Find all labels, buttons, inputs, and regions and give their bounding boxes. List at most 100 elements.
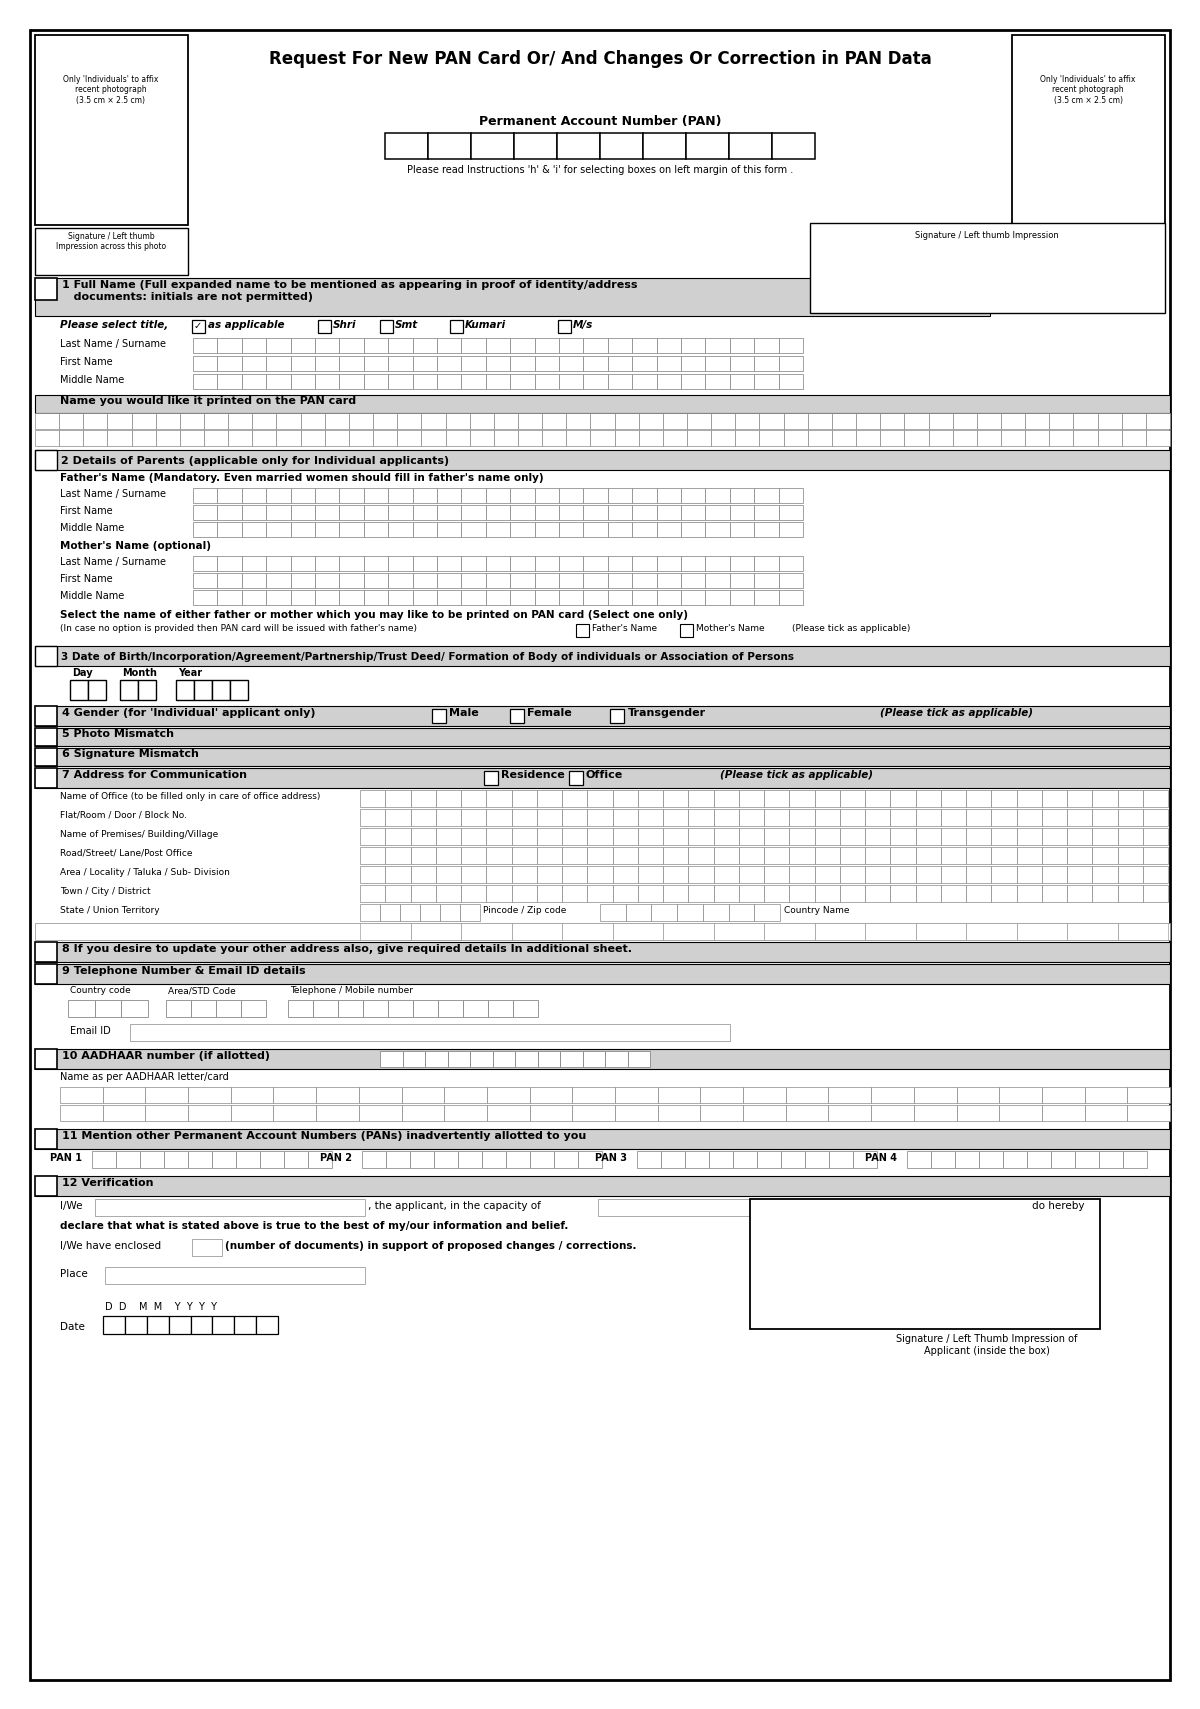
Bar: [386, 1150, 410, 1167]
Bar: [590, 414, 614, 429]
Bar: [706, 573, 730, 588]
Bar: [815, 827, 840, 844]
Bar: [389, 521, 413, 537]
Bar: [35, 964, 58, 984]
Bar: [865, 866, 890, 884]
Bar: [712, 414, 736, 429]
Bar: [35, 1176, 58, 1196]
Bar: [536, 827, 562, 844]
Bar: [739, 827, 764, 844]
Bar: [607, 504, 632, 520]
Bar: [484, 771, 498, 784]
Bar: [461, 338, 486, 354]
Bar: [362, 1150, 386, 1167]
Bar: [461, 885, 486, 902]
Bar: [436, 848, 461, 865]
Bar: [755, 904, 780, 921]
Bar: [290, 338, 314, 354]
Bar: [682, 590, 706, 605]
Bar: [559, 573, 583, 588]
Bar: [511, 808, 536, 825]
Bar: [461, 923, 511, 940]
Bar: [132, 414, 156, 429]
Bar: [242, 504, 266, 520]
Bar: [284, 1150, 308, 1167]
Bar: [637, 866, 662, 884]
Bar: [193, 489, 217, 502]
Bar: [1067, 827, 1092, 844]
Bar: [188, 1087, 230, 1102]
Bar: [559, 590, 583, 605]
Bar: [662, 866, 689, 884]
Bar: [364, 355, 388, 371]
Bar: [421, 431, 445, 446]
Bar: [1092, 827, 1117, 844]
Bar: [288, 1000, 313, 1017]
Bar: [413, 521, 437, 537]
Bar: [234, 1316, 256, 1335]
Text: Only 'Individuals' to affix
recent photograph
(3.5 cm × 2.5 cm): Only 'Individuals' to affix recent photo…: [1040, 75, 1135, 104]
Bar: [274, 1106, 316, 1121]
Bar: [779, 355, 803, 371]
Bar: [486, 489, 510, 502]
Bar: [1042, 808, 1067, 825]
Bar: [562, 827, 587, 844]
Bar: [428, 133, 470, 159]
Bar: [1003, 1150, 1027, 1167]
Bar: [266, 374, 290, 390]
Bar: [410, 827, 436, 844]
Bar: [314, 521, 340, 537]
Text: Place: Place: [60, 1270, 88, 1278]
Bar: [402, 1051, 425, 1066]
Bar: [554, 1150, 578, 1167]
Text: I/We: I/We: [60, 1201, 83, 1212]
Bar: [385, 866, 410, 884]
Bar: [511, 790, 536, 807]
Bar: [865, 885, 890, 902]
Text: Permanent Account Number (PAN): Permanent Account Number (PAN): [479, 115, 721, 128]
Bar: [815, 923, 865, 940]
Bar: [786, 1087, 828, 1102]
Bar: [808, 414, 832, 429]
Bar: [856, 431, 881, 446]
Bar: [389, 355, 413, 371]
Bar: [1117, 808, 1142, 825]
Bar: [637, 848, 662, 865]
Bar: [706, 489, 730, 502]
Bar: [682, 573, 706, 588]
Bar: [637, 1150, 661, 1167]
Bar: [815, 866, 840, 884]
Bar: [572, 1106, 616, 1121]
Bar: [714, 866, 739, 884]
Bar: [764, 790, 790, 807]
Text: State / Union Territory: State / Union Territory: [60, 906, 160, 914]
Bar: [212, 1316, 234, 1335]
Bar: [436, 866, 461, 884]
Bar: [916, 848, 941, 865]
Bar: [180, 431, 204, 446]
Bar: [402, 1087, 444, 1102]
Bar: [607, 590, 632, 605]
Bar: [437, 489, 461, 502]
Bar: [437, 504, 461, 520]
Bar: [385, 790, 410, 807]
Bar: [340, 573, 364, 588]
Bar: [966, 827, 991, 844]
Bar: [463, 1000, 488, 1017]
Bar: [559, 504, 583, 520]
Bar: [515, 1051, 538, 1066]
Bar: [1042, 1106, 1085, 1121]
Bar: [662, 923, 714, 940]
Bar: [1117, 790, 1142, 807]
Bar: [188, 1150, 212, 1167]
Bar: [437, 338, 461, 354]
Bar: [815, 848, 840, 865]
Bar: [380, 904, 400, 921]
Bar: [656, 590, 680, 605]
Bar: [701, 1106, 743, 1121]
Bar: [274, 1087, 316, 1102]
Bar: [536, 885, 562, 902]
Bar: [436, 808, 461, 825]
Text: Signature / Left Thumb Impression of
Applicant (inside the box): Signature / Left Thumb Impression of App…: [896, 1335, 1078, 1355]
Bar: [754, 504, 779, 520]
